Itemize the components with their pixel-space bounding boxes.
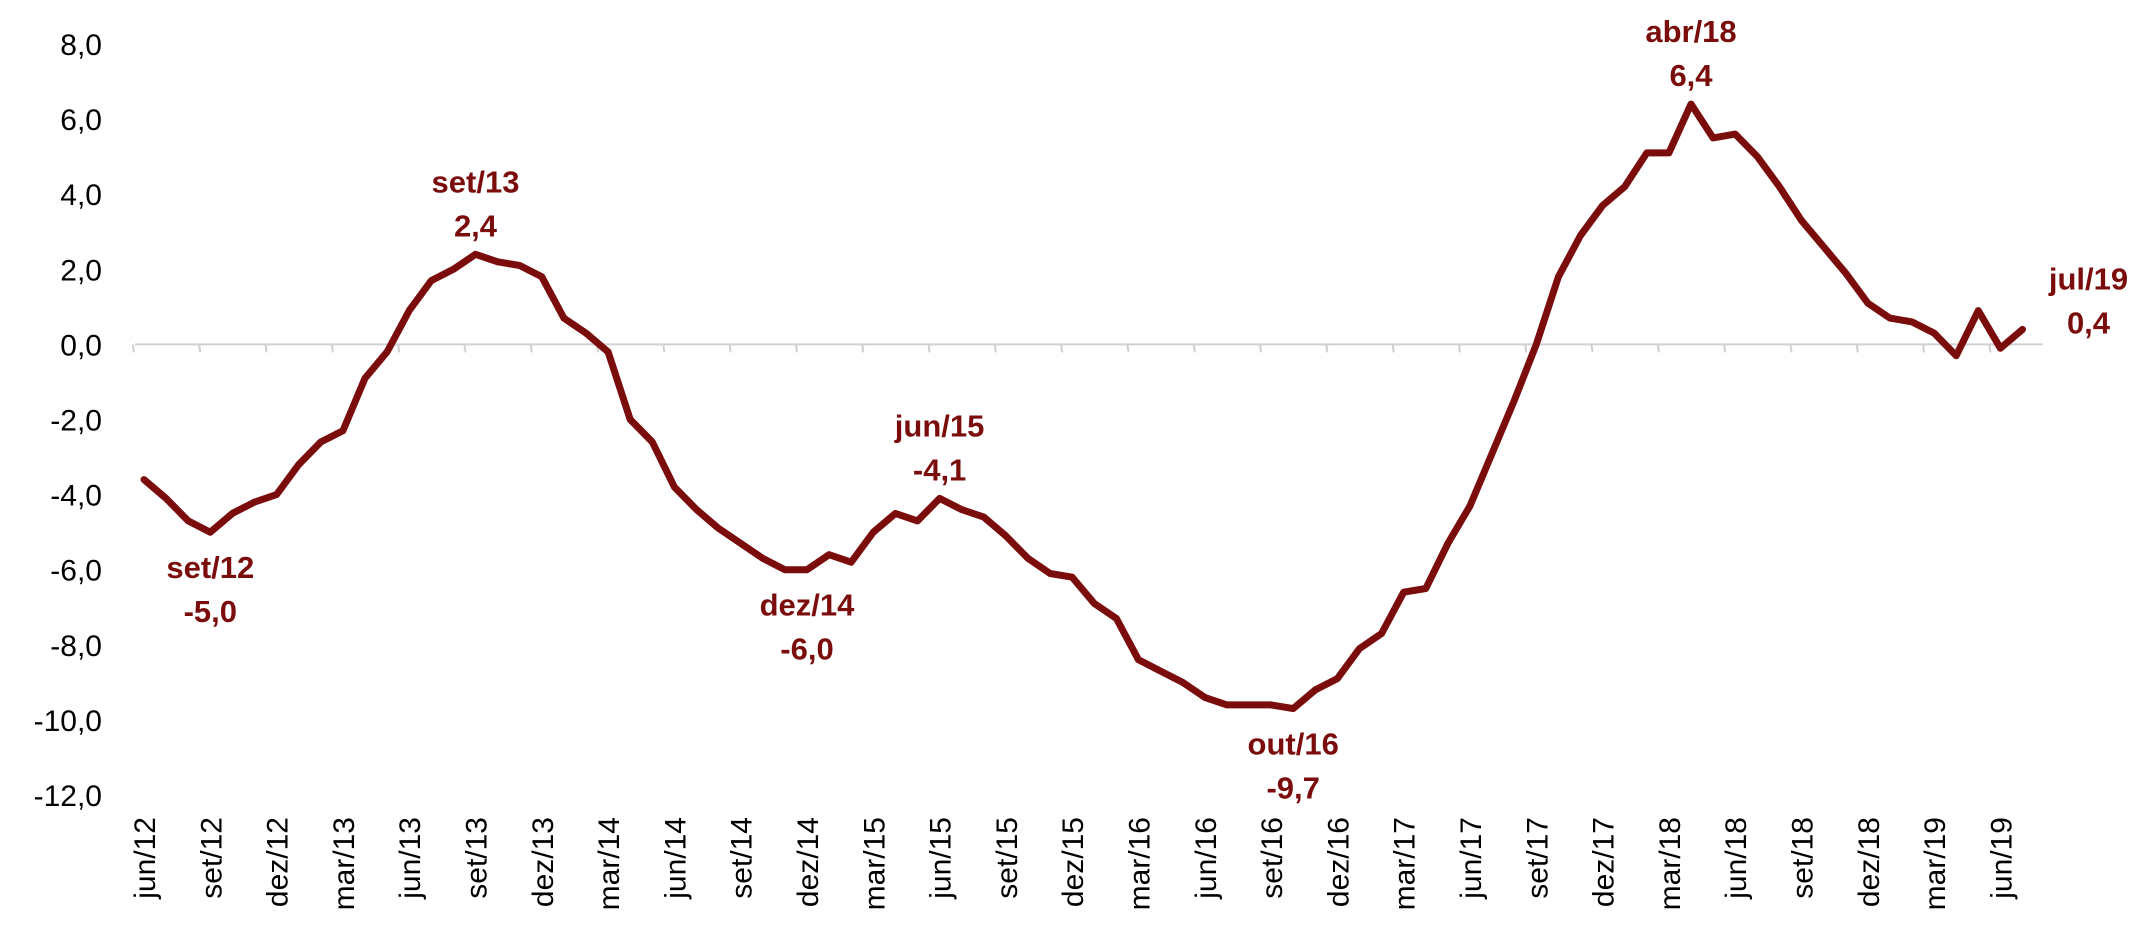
x-tick [794,344,798,353]
x-tick [330,344,334,353]
x-tick [1922,344,1926,353]
x-tick-label: set/15 [991,817,1024,899]
y-tick-label: -12,0 [34,780,102,813]
annotation-date: set/12 [166,550,254,585]
x-tick [463,344,467,353]
annotation-value: -5,0 [184,594,237,629]
x-tick-label: mar/15 [858,817,891,910]
x-tick-label: set/14 [726,817,759,899]
x-tick [1126,344,1130,353]
x-tick [927,344,931,353]
x-tick-label: jun/15 [925,817,958,900]
x-tick [1855,344,1859,353]
y-tick-label: 6,0 [60,104,102,137]
series-line [140,100,2026,713]
x-tick-label: set/13 [461,817,494,899]
x-tick [1656,344,1660,353]
x-tick-label: set/17 [1521,817,1554,899]
x-tick-label: mar/14 [593,817,626,910]
x-tick-label: set/18 [1787,817,1820,899]
annotation-date: abr/18 [1645,14,1736,49]
annotation-value: 2,4 [454,208,498,243]
x-tick-label: jun/14 [659,817,692,900]
x-tick-label: jun/17 [1455,817,1488,900]
y-tick-label: -4,0 [50,480,102,513]
annotation-value: 0,4 [2067,305,2111,340]
y-tick-label: -10,0 [34,705,102,738]
annotation-value: 6,4 [1669,58,1713,93]
x-tick [1988,344,1992,353]
x-tick [397,344,401,353]
x-tick-label: mar/19 [1919,817,1952,910]
annotation-value: -4,1 [913,452,966,487]
x-tick-label: mar/18 [1654,817,1687,910]
x-tick-label: dez/16 [1322,817,1355,907]
x-tick-label: jun/19 [1985,817,2018,900]
x-tick [1723,344,1727,353]
annotation-value: -9,7 [1266,771,1319,806]
x-tick-label: set/12 [195,817,228,899]
x-tick [728,344,732,353]
x-tick-label: mar/13 [328,817,361,910]
x-tick [1590,344,1594,353]
y-tick-label: -8,0 [50,630,102,663]
x-tick [529,344,533,353]
x-tick [1192,344,1196,353]
x-tick-label: dez/18 [1853,817,1886,907]
x-tick [861,344,865,353]
x-tick-label: dez/12 [262,817,295,907]
x-tick-label: mar/16 [1124,817,1157,910]
y-tick-label: 2,0 [60,254,102,287]
x-tick-label: dez/14 [792,817,825,907]
x-tick-label: dez/13 [527,817,560,907]
x-tick-label: jun/16 [1190,817,1223,900]
annotation-value: -6,0 [780,632,833,667]
x-tick [1789,344,1793,353]
x-tick [264,344,268,353]
x-tick [1259,344,1263,353]
annotation-date: jul/19 [2048,261,2128,296]
x-tick [1060,344,1064,353]
y-tick-label: 4,0 [60,179,102,212]
x-tick [662,344,666,353]
y-tick-label: -2,0 [50,405,102,438]
annotation-date: dez/14 [760,588,856,623]
x-tick [1524,344,1528,353]
x-tick-label: dez/15 [1057,817,1090,907]
x-tick-label: mar/17 [1389,817,1422,910]
x-tick-label: jun/12 [129,817,162,900]
x-tick-label: set/16 [1256,817,1289,899]
y-tick-label: 8,0 [60,29,102,62]
x-tick [1457,344,1461,353]
x-tick-label: jun/18 [1720,817,1753,900]
y-tick-label: -6,0 [50,555,102,588]
x-tick [993,344,997,353]
x-tick [1325,344,1329,353]
x-tick-label: dez/17 [1588,817,1621,907]
x-tick [1391,344,1395,353]
x-tick [131,344,135,353]
annotation-date: out/16 [1248,727,1339,762]
x-tick-label: jun/13 [394,817,427,900]
y-tick-label: 0,0 [60,329,102,362]
x-tick [198,344,202,353]
annotation-date: set/13 [432,164,520,199]
annotation-date: jun/15 [894,408,985,443]
